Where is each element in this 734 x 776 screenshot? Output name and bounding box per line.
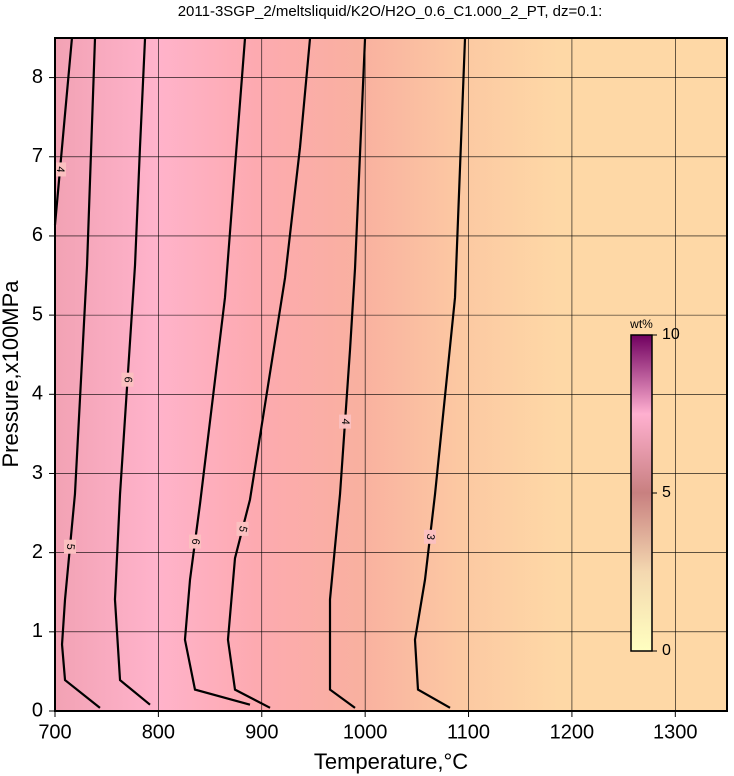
- contour-line: [53, 37, 74, 225]
- y-tick-label: 1: [32, 620, 43, 642]
- contour-label: 4: [54, 166, 67, 173]
- colorbar-tick-label: 0: [662, 642, 671, 659]
- contour-label-bg: [54, 162, 67, 177]
- x-tick-label: 1300: [653, 721, 698, 743]
- contour-label-bg: [189, 534, 202, 549]
- plot-border: [54, 37, 728, 712]
- x-tick-label: 1100: [447, 721, 490, 743]
- y-tick-label: 4: [32, 383, 43, 405]
- chart-title: 2011-3SGP_2/meltsliquid/K2O/H2O_0.6_C1.0…: [178, 3, 603, 20]
- y-tick-label: 2: [32, 541, 43, 563]
- colorbar-tick-label: 5: [662, 484, 671, 501]
- contour-line: [328, 37, 367, 709]
- contour-label: 6: [121, 376, 133, 383]
- contour-line: [60, 37, 101, 709]
- contour-line: [413, 37, 467, 709]
- y-tick-label: 8: [32, 66, 43, 88]
- contour-label-bg: [63, 539, 76, 554]
- contour-label-bg: [121, 372, 134, 387]
- x-tick-label: 900: [245, 721, 278, 743]
- y-axis-label: Pressure,x100MPa: [0, 280, 23, 468]
- contour-label: 5: [236, 524, 249, 533]
- contour-label: 4: [339, 418, 351, 425]
- x-tick-label: 1000: [343, 721, 388, 743]
- contour-label: 6: [189, 538, 202, 546]
- x-tick-label: 800: [142, 721, 175, 743]
- x-tick-label: 1200: [550, 721, 595, 743]
- y-tick-label: 5: [32, 303, 43, 325]
- y-tick-label: 6: [32, 224, 43, 246]
- contour-label-bg: [339, 414, 352, 429]
- y-tick-label: 3: [32, 462, 43, 484]
- colorbar-tick-label: 10: [662, 326, 680, 343]
- contour-line: [113, 37, 151, 706]
- contour-label-bg: [424, 529, 437, 544]
- y-tick-label: 7: [32, 145, 43, 167]
- contour-label: 3: [424, 533, 437, 540]
- plot-area: [55, 38, 727, 711]
- x-axis-label: Temperature,°C: [314, 749, 468, 774]
- colorbar-label: wt%: [629, 317, 653, 331]
- x-tick-label: 700: [38, 721, 71, 743]
- contour-label-bg: [236, 521, 249, 536]
- colorbar: [630, 334, 653, 652]
- contour-label: 5: [64, 543, 77, 550]
- y-tick-label: 0: [32, 699, 43, 721]
